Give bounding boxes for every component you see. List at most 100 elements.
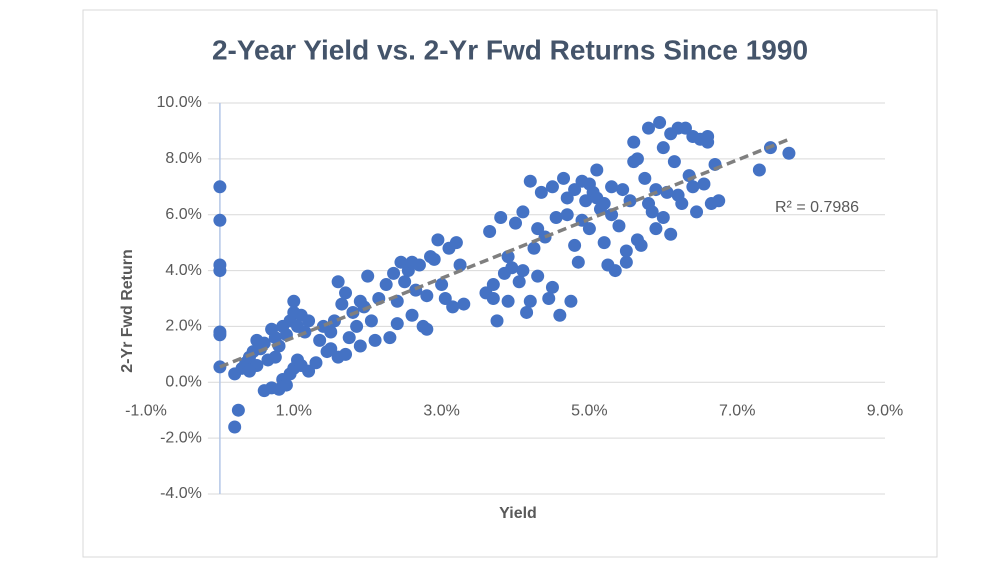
point xyxy=(638,171,652,185)
x-tick-label: 3.0% xyxy=(423,403,459,420)
point xyxy=(302,364,316,378)
point xyxy=(242,364,256,378)
point xyxy=(213,264,227,278)
point xyxy=(483,224,497,238)
point xyxy=(605,208,619,222)
point xyxy=(597,236,611,250)
point xyxy=(501,250,515,264)
point xyxy=(438,292,452,305)
point xyxy=(250,333,264,347)
point xyxy=(542,292,556,305)
x-tick-label: 7.0% xyxy=(719,403,755,420)
point xyxy=(752,163,766,177)
point xyxy=(664,127,678,141)
point xyxy=(619,244,633,258)
y-tick-label: 4.0% xyxy=(165,262,201,279)
point xyxy=(656,141,670,155)
point xyxy=(390,317,404,331)
point xyxy=(361,269,375,283)
point xyxy=(405,308,419,322)
point xyxy=(523,174,537,188)
point xyxy=(545,280,559,294)
point xyxy=(634,238,648,252)
point xyxy=(579,194,593,208)
point xyxy=(656,211,670,225)
point xyxy=(642,197,656,211)
point xyxy=(582,222,596,236)
point xyxy=(387,266,401,280)
x-tick-label: 9.0% xyxy=(867,403,903,420)
point xyxy=(420,322,434,336)
point xyxy=(435,278,449,292)
point xyxy=(516,205,530,219)
point xyxy=(486,278,500,292)
point xyxy=(364,314,378,328)
point xyxy=(213,213,227,227)
point xyxy=(560,191,574,205)
point xyxy=(501,294,515,308)
point xyxy=(649,222,663,236)
point xyxy=(405,255,419,269)
point xyxy=(313,333,327,347)
point xyxy=(612,219,626,233)
point xyxy=(531,269,545,283)
point xyxy=(697,177,711,191)
point xyxy=(686,180,700,194)
point xyxy=(494,211,508,225)
point xyxy=(568,238,582,252)
point xyxy=(512,275,526,289)
point xyxy=(431,233,445,247)
point xyxy=(678,121,692,135)
point xyxy=(213,328,227,342)
point xyxy=(712,194,726,208)
point xyxy=(701,135,715,149)
point xyxy=(642,121,656,135)
point xyxy=(449,236,463,250)
point xyxy=(279,378,293,392)
point xyxy=(353,294,367,308)
point xyxy=(331,275,345,289)
point xyxy=(564,294,578,308)
point xyxy=(527,241,541,255)
y-axis-label: 2-Yr Fwd Return xyxy=(119,249,136,373)
x-tick-label: 1.0% xyxy=(276,403,312,420)
point xyxy=(534,185,548,199)
point xyxy=(509,216,522,230)
point xyxy=(671,188,685,202)
point xyxy=(667,155,681,169)
point xyxy=(268,350,282,364)
point xyxy=(523,294,537,308)
point xyxy=(324,342,338,356)
point xyxy=(619,255,633,269)
point xyxy=(568,183,582,197)
x-tick-label: 5.0% xyxy=(571,403,607,420)
point xyxy=(427,252,441,266)
point xyxy=(350,319,364,333)
point xyxy=(553,308,567,322)
point xyxy=(324,325,338,339)
point xyxy=(505,261,519,275)
y-tick-label: 0.0% xyxy=(165,374,201,391)
point xyxy=(420,289,434,303)
point xyxy=(339,347,353,361)
point xyxy=(560,208,574,222)
y-tick-label: 2.0% xyxy=(165,318,201,335)
point xyxy=(379,278,393,292)
point xyxy=(782,146,796,160)
r-squared-label: R² = 0.7986 xyxy=(775,199,859,216)
point xyxy=(287,294,301,308)
trendline xyxy=(219,137,790,369)
point xyxy=(339,286,353,300)
point xyxy=(582,177,596,191)
point xyxy=(630,152,644,166)
y-tick-label: 6.0% xyxy=(165,206,201,223)
point xyxy=(557,171,571,185)
y-tick-label: 10.0% xyxy=(157,94,202,111)
point xyxy=(490,314,504,328)
point xyxy=(590,163,604,177)
point xyxy=(231,403,245,417)
y-tick-label: 8.0% xyxy=(165,150,201,167)
point xyxy=(608,264,622,278)
point xyxy=(368,333,382,347)
